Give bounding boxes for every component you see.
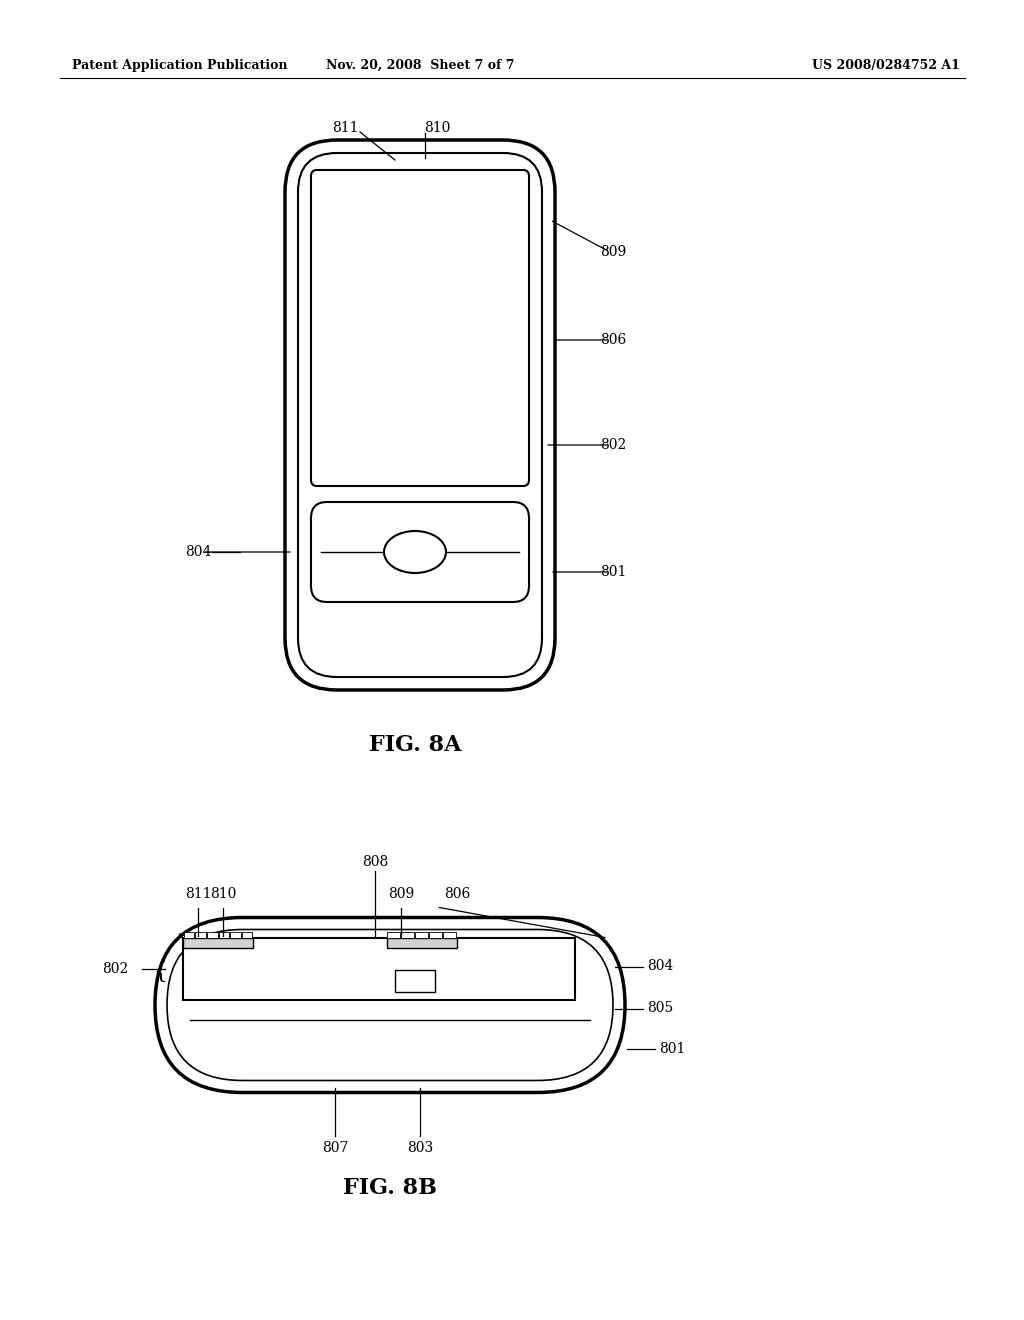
Text: 809: 809 — [388, 887, 414, 902]
Text: 807: 807 — [322, 1140, 348, 1155]
Bar — [230, 932, 241, 937]
Text: 801: 801 — [659, 1041, 685, 1056]
Text: 811: 811 — [184, 887, 211, 902]
Bar — [387, 932, 400, 937]
Bar — [196, 932, 206, 937]
FancyBboxPatch shape — [155, 917, 625, 1093]
Text: US 2008/0284752 A1: US 2008/0284752 A1 — [812, 58, 961, 71]
Text: 803: 803 — [407, 1140, 433, 1155]
Text: 804: 804 — [185, 545, 212, 558]
Text: 810: 810 — [424, 121, 451, 135]
FancyBboxPatch shape — [285, 140, 555, 690]
FancyBboxPatch shape — [311, 502, 529, 602]
Text: 802: 802 — [101, 962, 128, 975]
Bar — [183, 937, 575, 1001]
Text: 809: 809 — [600, 246, 627, 259]
Bar — [416, 932, 428, 937]
Text: 810: 810 — [210, 887, 237, 902]
Bar — [183, 932, 195, 937]
Text: }: } — [148, 958, 163, 979]
Bar — [242, 932, 253, 937]
Text: 806: 806 — [600, 333, 627, 347]
Bar — [183, 937, 253, 948]
Text: 805: 805 — [647, 1002, 673, 1015]
Ellipse shape — [384, 531, 446, 573]
Bar — [401, 932, 415, 937]
Bar — [387, 937, 457, 948]
Text: 806: 806 — [444, 887, 471, 902]
Bar — [429, 932, 442, 937]
Bar — [443, 932, 457, 937]
Text: FIG. 8A: FIG. 8A — [369, 734, 461, 756]
Text: FIG. 8B: FIG. 8B — [343, 1176, 437, 1199]
Text: 801: 801 — [600, 565, 627, 579]
Text: Nov. 20, 2008  Sheet 7 of 7: Nov. 20, 2008 Sheet 7 of 7 — [326, 58, 514, 71]
Text: 802: 802 — [600, 438, 627, 451]
Bar — [218, 932, 229, 937]
Bar — [207, 932, 217, 937]
Text: Patent Application Publication: Patent Application Publication — [72, 58, 288, 71]
Text: 811: 811 — [332, 121, 358, 135]
Text: 804: 804 — [647, 960, 674, 974]
Bar — [395, 970, 435, 993]
FancyBboxPatch shape — [311, 170, 529, 486]
Text: 808: 808 — [361, 855, 388, 870]
